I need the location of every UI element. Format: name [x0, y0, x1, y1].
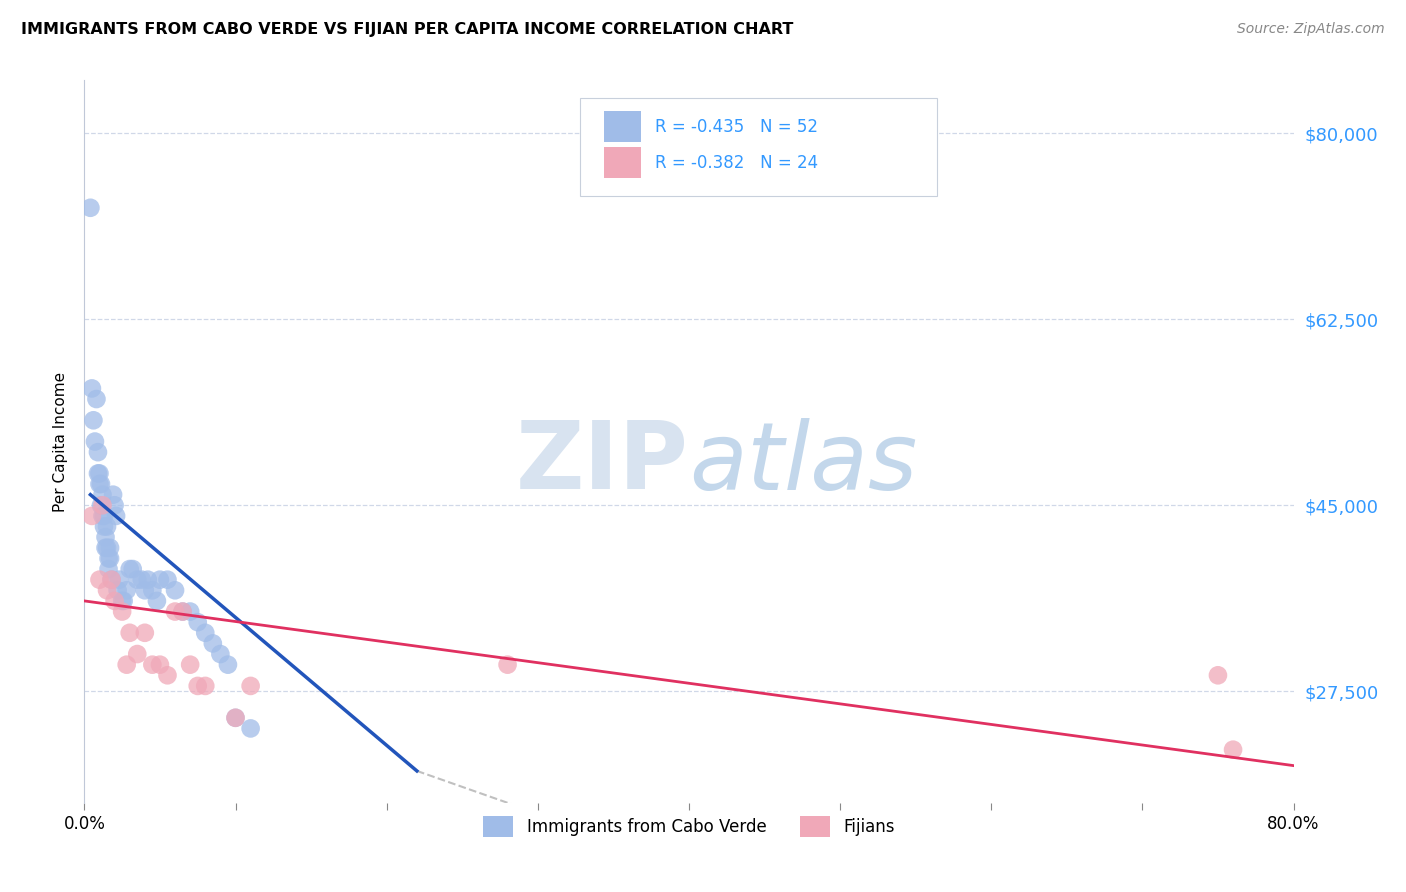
Point: [87, 445, 110, 459]
Point: [121, 562, 143, 576]
Point: [127, 647, 149, 661]
Point: [131, 573, 153, 587]
FancyBboxPatch shape: [605, 147, 641, 178]
Point: [90, 498, 112, 512]
Point: [100, 573, 122, 587]
Point: [101, 488, 124, 502]
Point: [96, 583, 118, 598]
Point: [225, 711, 247, 725]
Point: [156, 668, 179, 682]
Text: R = -0.382   N = 24: R = -0.382 N = 24: [655, 153, 818, 171]
Point: [89, 467, 111, 481]
Text: atlas: atlas: [689, 417, 917, 508]
Point: [87, 467, 110, 481]
Point: [105, 508, 128, 523]
Point: [104, 594, 127, 608]
Y-axis label: Per Capita Income: Per Capita Income: [53, 371, 69, 512]
Point: [86, 392, 108, 406]
Point: [94, 541, 117, 555]
Point: [111, 594, 134, 608]
Point: [91, 498, 114, 512]
Point: [134, 583, 156, 598]
Point: [94, 530, 117, 544]
Point: [165, 605, 187, 619]
Point: [79, 201, 101, 215]
Point: [156, 573, 179, 587]
Point: [118, 562, 141, 576]
Point: [127, 573, 149, 587]
Point: [149, 657, 172, 672]
Point: [194, 679, 217, 693]
Point: [496, 657, 519, 672]
Point: [90, 477, 112, 491]
Point: [172, 605, 194, 619]
Point: [134, 625, 156, 640]
Point: [146, 594, 169, 608]
Point: [225, 711, 247, 725]
Point: [82, 413, 104, 427]
Point: [179, 605, 201, 619]
Point: [98, 541, 121, 555]
Point: [217, 657, 239, 672]
Point: [141, 583, 163, 598]
Point: [115, 657, 138, 672]
Point: [80, 508, 103, 523]
Point: [98, 551, 121, 566]
Point: [209, 647, 232, 661]
Point: [84, 434, 107, 449]
Point: [104, 498, 127, 512]
Point: [172, 605, 194, 619]
Point: [111, 605, 134, 619]
FancyBboxPatch shape: [581, 98, 936, 196]
Point: [115, 583, 138, 598]
Point: [201, 636, 224, 650]
Point: [1222, 742, 1244, 756]
Point: [91, 508, 114, 523]
Point: [239, 679, 262, 693]
Point: [187, 615, 209, 630]
Point: [96, 541, 118, 555]
Point: [136, 573, 159, 587]
Text: R = -0.435   N = 52: R = -0.435 N = 52: [655, 118, 818, 136]
Point: [118, 625, 141, 640]
Text: IMMIGRANTS FROM CABO VERDE VS FIJIAN PER CAPITA INCOME CORRELATION CHART: IMMIGRANTS FROM CABO VERDE VS FIJIAN PER…: [21, 22, 793, 37]
Legend: Immigrants from Cabo Verde, Fijians: Immigrants from Cabo Verde, Fijians: [475, 808, 903, 845]
Point: [89, 477, 111, 491]
Text: ZIP: ZIP: [516, 417, 689, 509]
Point: [112, 594, 135, 608]
Point: [165, 583, 187, 598]
Point: [100, 573, 122, 587]
Point: [149, 573, 172, 587]
Point: [89, 573, 111, 587]
Point: [96, 519, 118, 533]
Point: [179, 657, 201, 672]
Point: [107, 583, 129, 598]
Point: [1206, 668, 1229, 682]
Point: [80, 381, 103, 395]
Point: [97, 562, 120, 576]
Point: [187, 679, 209, 693]
Point: [108, 573, 131, 587]
Point: [93, 508, 115, 523]
Point: [194, 625, 217, 640]
Point: [93, 519, 115, 533]
FancyBboxPatch shape: [605, 112, 641, 142]
Point: [97, 551, 120, 566]
Point: [91, 488, 114, 502]
Text: Source: ZipAtlas.com: Source: ZipAtlas.com: [1237, 22, 1385, 37]
Point: [239, 722, 262, 736]
Point: [141, 657, 163, 672]
